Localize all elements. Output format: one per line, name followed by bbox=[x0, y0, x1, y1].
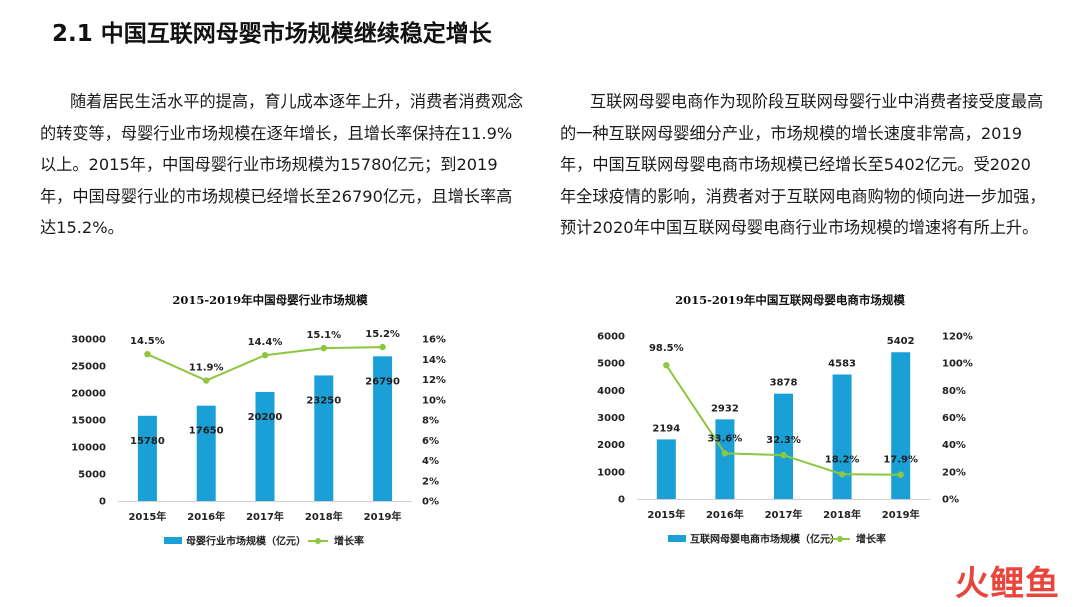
undefined-category-label: 2016年 bbox=[706, 508, 744, 521]
undefined-left-tick-label: 30000 bbox=[71, 335, 106, 346]
undefined-growth-value-label: 33.6% bbox=[708, 433, 743, 444]
undefined-bar-value-label: 15780 bbox=[130, 436, 165, 447]
undefined-bar bbox=[314, 375, 334, 501]
maternal-market-chart-svg: 2015-2019年中国母婴行业市场规模 0 5000 10000 15000 20000… bbox=[71, 293, 446, 548]
undefined-growth-point bbox=[261, 352, 269, 359]
undefined-growth-value-label: 18.2% bbox=[825, 454, 860, 465]
undefined-left-tick-label: 0 bbox=[618, 495, 625, 506]
undefined-category-label: 2017年 bbox=[765, 508, 803, 521]
undefined-growth-value-label: 15.1% bbox=[306, 330, 341, 341]
undefined-left-tick-label: 25000 bbox=[71, 362, 106, 373]
undefined-bar-value-label: 26790 bbox=[365, 376, 400, 387]
undefined-legend-line-marker bbox=[837, 536, 843, 542]
undefined-bar-value-label: 17650 bbox=[189, 426, 224, 437]
undefined-category-label: 2015年 bbox=[647, 508, 685, 521]
undefined-bar-value-label: 5402 bbox=[887, 336, 915, 347]
undefined-left-tick-label: 10000 bbox=[71, 443, 106, 454]
undefined-legend-bar-label: 互联网母婴电商市场规模（亿元） bbox=[690, 533, 840, 546]
undefined-bar bbox=[373, 356, 393, 501]
undefined-growth-point bbox=[379, 343, 386, 351]
undefined-right-tick-label: 2% bbox=[422, 476, 439, 487]
undefined-growth-point bbox=[721, 450, 729, 457]
undefined-bar-value-label: 2194 bbox=[652, 423, 680, 434]
undefined-growth-value-label: 32.3% bbox=[766, 435, 801, 446]
undefined-category-label: 2018年 bbox=[305, 510, 343, 523]
undefined-right-tick-label: 8% bbox=[422, 416, 439, 427]
undefined-right-tick-label: 6% bbox=[422, 436, 439, 447]
undefined-left-tick-label: 5000 bbox=[78, 470, 106, 481]
undefined-growth-value-label: 98.5% bbox=[649, 343, 684, 354]
undefined-bar bbox=[832, 374, 852, 499]
undefined-growth-point bbox=[897, 471, 904, 478]
undefined-title: 2015-2019年中国互联网母婴电商市场规模 bbox=[675, 293, 905, 307]
undefined-growth-value-label: 14.5% bbox=[130, 336, 165, 347]
undefined-legend-bar-swatch bbox=[164, 537, 182, 544]
undefined-right-tick-label: 0% bbox=[942, 495, 959, 506]
maternal-ecommerce-chart-svg: 2015-2019年中国互联网母婴电商市场规模 0 1000 2000 3000 4000… bbox=[597, 293, 973, 546]
undefined-bar bbox=[715, 419, 735, 499]
undefined-category-label: 2019年 bbox=[882, 508, 920, 521]
undefined-left-tick-label: 20000 bbox=[71, 389, 106, 400]
undefined-growth-point bbox=[144, 350, 151, 358]
undefined-growth-point bbox=[320, 344, 327, 352]
undefined-legend-line-label: 增长率 bbox=[334, 535, 364, 548]
undefined-title: 2015-2019年中国母婴行业市场规模 bbox=[172, 293, 368, 307]
undefined-growth-point bbox=[203, 377, 210, 384]
undefined-growth-point bbox=[838, 471, 846, 478]
undefined-bar-value-label: 20200 bbox=[248, 412, 283, 423]
undefined-category-label: 2016年 bbox=[187, 510, 225, 523]
undefined-right-tick-label: 0% bbox=[422, 497, 439, 508]
undefined-left-tick-label: 2000 bbox=[597, 440, 625, 451]
undefined-legend-line-label: 增长率 bbox=[856, 533, 886, 546]
undefined-legend-bar-swatch bbox=[668, 535, 686, 542]
undefined-left-tick-label: 0 bbox=[99, 497, 106, 508]
maternal-ecommerce-chart: 2015-2019年中国互联网母婴电商市场规模 0 1000 2000 3000 4000… bbox=[585, 282, 995, 554]
undefined-bar bbox=[774, 393, 793, 499]
brand-logo: 火鲤鱼 bbox=[955, 564, 1060, 604]
undefined-bar bbox=[656, 439, 676, 499]
undefined-left-tick-label: 15000 bbox=[71, 416, 106, 427]
undefined-bar-value-label: 23250 bbox=[306, 395, 341, 406]
undefined-category-label: 2015年 bbox=[128, 510, 166, 523]
undefined-growth-point bbox=[780, 451, 787, 459]
undefined-bar bbox=[196, 405, 216, 501]
undefined-bar bbox=[255, 391, 275, 501]
undefined-right-tick-label: 40% bbox=[942, 440, 966, 451]
undefined-growth-value-label: 14.4% bbox=[248, 337, 283, 348]
undefined-right-tick-label: 4% bbox=[422, 456, 439, 467]
undefined-category-label: 2018年 bbox=[823, 508, 861, 521]
page-title: 2.1 中国互联网母婴市场规模继续稳定增长 bbox=[52, 21, 492, 47]
undefined-growth-value-label: 11.9% bbox=[189, 363, 224, 374]
undefined-growth-point bbox=[663, 362, 670, 369]
undefined-right-tick-label: 16% bbox=[422, 335, 446, 346]
undefined-legend-line-marker bbox=[315, 538, 321, 544]
undefined-bar-value-label: 3878 bbox=[770, 378, 798, 389]
undefined-bar bbox=[891, 352, 911, 499]
undefined-category-label: 2017年 bbox=[246, 510, 284, 523]
undefined-left-tick-label: 4000 bbox=[597, 386, 625, 397]
undefined-bar-value-label: 2932 bbox=[711, 403, 739, 414]
undefined-left-tick-label: 3000 bbox=[597, 413, 625, 424]
undefined-left-tick-label: 6000 bbox=[597, 332, 625, 343]
maternal-market-chart: 2015-2019年中国母婴行业市场规模 0 5000 10000 15000 20000… bbox=[60, 282, 480, 554]
undefined-left-tick-label: 1000 bbox=[597, 467, 625, 478]
undefined-right-tick-label: 10% bbox=[422, 395, 446, 406]
right-paragraph: 互联网母婴电商作为现阶段互联网母婴行业中消费者接受度最高的一种互联网母婴细分产业… bbox=[560, 92, 1046, 237]
undefined-category-label: 2019年 bbox=[364, 510, 402, 523]
undefined-left-tick-label: 5000 bbox=[597, 359, 625, 370]
undefined-growth-value-label: 15.2% bbox=[365, 329, 400, 340]
undefined-bar bbox=[137, 415, 157, 501]
left-paragraph: 随着居民生活水平的提高，育儿成本逐年上升，消费者消费观念的转变等，母婴行业市场规… bbox=[40, 92, 524, 237]
undefined-legend-bar-label: 母婴行业市场规模（亿元） bbox=[186, 535, 306, 548]
undefined-right-tick-label: 20% bbox=[942, 467, 966, 478]
undefined-right-tick-label: 12% bbox=[422, 375, 446, 386]
undefined-right-tick-label: 100% bbox=[942, 359, 973, 370]
undefined-growth-value-label: 17.9% bbox=[883, 455, 918, 466]
undefined-right-tick-label: 120% bbox=[942, 332, 973, 343]
undefined-right-tick-label: 60% bbox=[942, 413, 966, 424]
undefined-right-tick-label: 14% bbox=[422, 355, 446, 366]
undefined-right-tick-label: 80% bbox=[942, 386, 966, 397]
undefined-bar-value-label: 4583 bbox=[828, 358, 856, 369]
